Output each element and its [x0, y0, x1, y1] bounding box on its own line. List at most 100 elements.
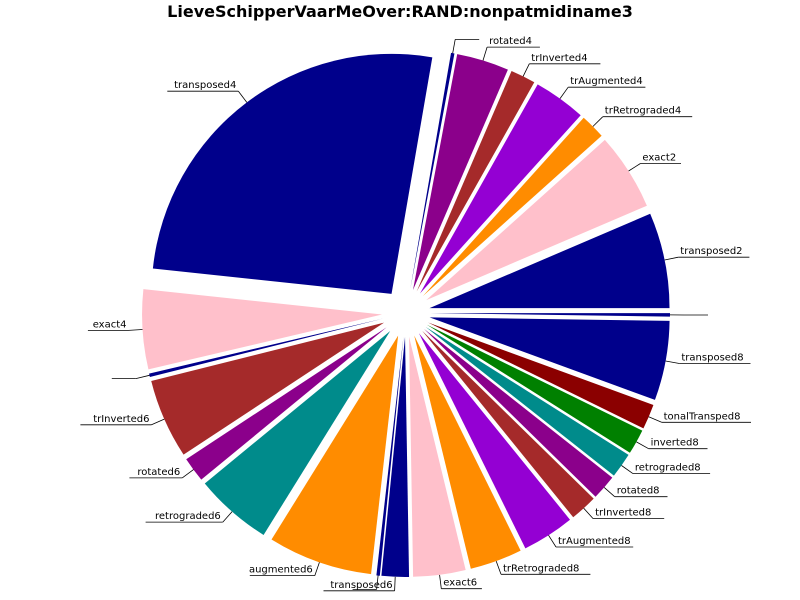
pie-slice-inverted8	[426, 324, 643, 453]
pie-slice-14	[376, 336, 404, 576]
slice-label: transposed2	[680, 246, 742, 257]
leader-line	[664, 256, 679, 261]
slice-label: transposed6	[330, 580, 392, 591]
slice-label-group-rotated4: rotated4	[482, 36, 540, 61]
pie-slice-trinverted4	[416, 71, 535, 292]
leader-line	[376, 575, 379, 590]
leader-line	[495, 560, 502, 575]
slice-label-group-trinverted4: trInverted4	[522, 53, 601, 77]
slice-label: exact4	[93, 319, 127, 330]
slice-label-group-14	[352, 575, 379, 590]
leader-line	[128, 329, 143, 331]
pie-slice-traugmented8	[418, 333, 571, 549]
leader-line	[181, 469, 194, 479]
slice-label-group-transposed4: transposed4	[167, 80, 248, 103]
slice-label-group-exact4: exact4	[87, 319, 143, 331]
leader-line	[636, 441, 649, 450]
slice-label: trInverted6	[93, 414, 149, 425]
pie-slice-trretrograded8	[414, 335, 521, 569]
leader-line	[628, 163, 641, 172]
pie-slice-trinverted8	[422, 330, 594, 518]
slice-label: trAugmented8	[558, 536, 631, 547]
pie-slice-trinverted6	[151, 322, 385, 455]
slice-label: retrograded8	[635, 463, 701, 474]
pie-slice-exact2	[426, 139, 647, 301]
slice-label-group-augmented6: augmented6	[249, 562, 320, 576]
slice-label-group-traugmented8: trAugmented8	[548, 534, 634, 548]
pie-slice-rotated4	[413, 54, 508, 291]
slice-label-group-9	[111, 374, 150, 380]
slice-label-group-inverted8: inverted8	[636, 438, 708, 450]
slice-label-group-trretrograded4: trRetrograded4	[592, 106, 693, 127]
slice-label: transposed4	[174, 80, 236, 91]
leader-line	[522, 63, 530, 77]
leader-line	[135, 374, 150, 379]
pie-slice-exact4	[142, 289, 383, 370]
leader-line	[452, 39, 456, 54]
pie-slice-9	[149, 318, 383, 377]
leader-line	[548, 534, 557, 548]
slice-label: exact2	[642, 153, 676, 164]
slice-label-group-tonaltransped8: tonalTransped8	[648, 411, 751, 423]
slice-label: rotated8	[617, 486, 660, 497]
slice-label: trAugmented4	[570, 76, 643, 87]
pie-slice-traugmented4	[420, 84, 581, 294]
slice-label-group-transposed8: transposed8	[665, 353, 751, 364]
pie-slice-transposed4	[152, 53, 433, 294]
pie-slice-rotated8	[424, 328, 613, 497]
leader-line	[482, 46, 488, 61]
slice-label-group-rotated8: rotated8	[603, 486, 668, 498]
leader-line	[621, 465, 634, 474]
pie-slice-tonaltransped8	[428, 322, 654, 429]
slice-label-group-6	[452, 39, 480, 54]
leader-line	[222, 511, 233, 523]
leader-line	[583, 507, 594, 519]
slice-label-group-exact2: exact2	[628, 153, 681, 172]
pie-slice-25	[430, 313, 670, 317]
chart-title: LieveSchipperVaarMeOver:RAND:nonpatmidin…	[167, 2, 633, 21]
slice-label-group-retrograded6: retrograded6	[145, 511, 233, 523]
pie-slice-trretrograded4	[422, 117, 602, 297]
pie-slice-6	[410, 52, 455, 290]
leader-line	[394, 576, 396, 591]
leader-line	[238, 90, 248, 103]
pie-slice-augmented6	[271, 335, 399, 575]
pie-slice-transposed2	[429, 213, 670, 309]
pie-slice-transposed6	[381, 336, 410, 577]
pie-slice-transposed8	[429, 317, 670, 400]
slice-label-group-trretrograded8: trRetrograded8	[495, 560, 591, 575]
leader-line	[603, 487, 615, 497]
slice-label: rotated4	[489, 36, 532, 47]
slice-label: trRetrograded4	[605, 106, 681, 117]
leader-line	[648, 416, 662, 423]
leader-line	[151, 418, 165, 426]
slice-label-group-trinverted6: trInverted6	[80, 414, 165, 426]
leader-line	[665, 360, 680, 364]
slice-label-group-transposed6: transposed6	[323, 576, 396, 592]
slice-label: inverted8	[651, 438, 699, 449]
slice-label: exact6	[443, 578, 477, 589]
pie-slice-rotated6	[186, 327, 387, 480]
slice-label: trInverted4	[531, 53, 587, 64]
slice-label-group-rotated6: rotated6	[129, 467, 194, 479]
slice-label-group-exact6: exact6	[439, 574, 482, 590]
slice-label: trInverted8	[595, 508, 651, 519]
slice-label: tonalTransped8	[664, 411, 741, 422]
leader-line	[592, 116, 604, 127]
leader-line	[314, 562, 320, 576]
slice-label-group-trinverted8: trInverted8	[583, 507, 665, 519]
leader-line	[559, 86, 569, 99]
pie-slice-exact6	[409, 336, 466, 577]
slice-label-group-transposed2: transposed2	[664, 246, 750, 261]
slice-label: augmented6	[249, 565, 313, 576]
slice-label: transposed8	[681, 353, 743, 364]
pie-slice-retrograded8	[425, 326, 629, 476]
slice-label-group-retrograded8: retrograded8	[621, 463, 711, 475]
slice-label: retrograded6	[155, 511, 221, 522]
pie-slice-retrograded6	[204, 331, 391, 535]
slice-label-group-traugmented4: trAugmented4	[559, 76, 646, 99]
slice-label: trRetrograded8	[503, 563, 579, 574]
slice-label: rotated6	[137, 467, 180, 478]
leader-line	[439, 574, 442, 589]
